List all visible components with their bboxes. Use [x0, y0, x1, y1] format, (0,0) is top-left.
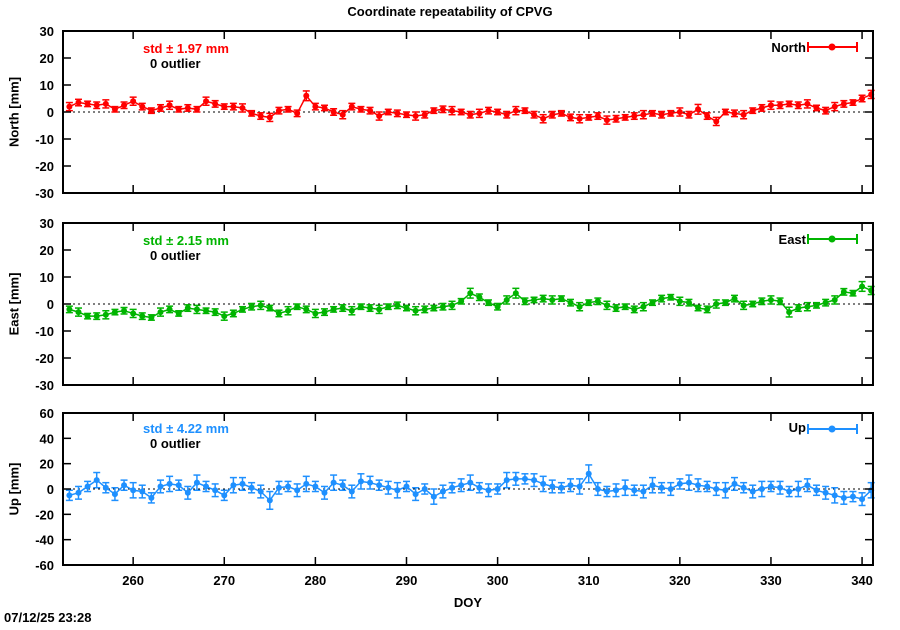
chart-title: Coordinate repeatability of CPVG [347, 4, 553, 19]
up-y-axis-label: Up [mm] [6, 462, 22, 516]
up-ticks [64, 412, 872, 566]
east-y-tick-label: -30 [35, 378, 54, 393]
x-tick-label: 260 [122, 573, 144, 588]
up-y-tick-label: -20 [35, 507, 54, 522]
east-y-axis-label: East [mm] [6, 272, 22, 336]
up-legend-label: Up [788, 420, 806, 435]
north-legend-label: North [771, 40, 806, 55]
x-axis-label: DOY [453, 595, 483, 610]
up-y-tick-label: 40 [40, 431, 54, 446]
east-y-tick-label: 10 [40, 270, 54, 285]
east-y-tick-label: 0 [47, 297, 54, 312]
up-outlier-annotation: 0 outlier [150, 436, 201, 451]
up-series [65, 464, 875, 511]
x-tick-label: 310 [578, 573, 600, 588]
east-y-tick-label: -10 [35, 324, 54, 339]
east-std-annotation: std ± 2.15 mm [143, 233, 229, 248]
up-y-tick-label: 60 [40, 406, 54, 421]
x-tick-label: 300 [487, 573, 509, 588]
north-y-tick-label: 0 [47, 105, 54, 120]
east-outlier-annotation: 0 outlier [150, 248, 201, 263]
x-tick-label: 290 [396, 573, 418, 588]
north-legend-sample [807, 42, 858, 52]
north-std-annotation: std ± 1.97 mm [143, 41, 229, 56]
east-y-tick-label: 30 [40, 216, 54, 231]
up-y-tick-label: -60 [35, 558, 54, 573]
east-ticks [64, 222, 872, 386]
east-y-tick-label: -20 [35, 351, 54, 366]
up-y-tick-label: -40 [35, 533, 54, 548]
north-y-axis-label: North [mm] [6, 76, 22, 148]
north-y-tick-label: 20 [40, 51, 54, 66]
east-series [65, 280, 875, 321]
east-legend-label: East [778, 232, 806, 247]
north-y-tick-label: -10 [35, 132, 54, 147]
north-panel-border [62, 30, 874, 194]
east-panel: -30 -20 -10 0 10 20 30 [35, 216, 875, 393]
x-tick-label: 330 [760, 573, 782, 588]
north-series [65, 89, 875, 127]
east-y-tick-label: 20 [40, 243, 54, 258]
east-legend-sample [807, 234, 858, 244]
x-tick-label: 280 [305, 573, 327, 588]
north-y-tick-label: -30 [35, 186, 54, 201]
up-panel-border [62, 412, 874, 566]
up-y-tick-label: 0 [47, 482, 54, 497]
north-y-tick-label: -20 [35, 159, 54, 174]
plot-timestamp: 07/12/25 23:28 [4, 610, 92, 625]
north-panel: -30 -20 -10 0 10 20 30 [35, 24, 875, 201]
x-tick-label: 320 [669, 573, 691, 588]
north-y-tick-label: 30 [40, 24, 54, 39]
north-y-tick-label: 10 [40, 78, 54, 93]
x-tick-label: 270 [213, 573, 235, 588]
north-outlier-annotation: 0 outlier [150, 56, 201, 71]
x-tick-label: 340 [851, 573, 873, 588]
north-ticks [64, 30, 872, 194]
up-legend-sample [807, 424, 858, 434]
up-y-tick-label: 20 [40, 457, 54, 472]
up-std-annotation: std ± 4.22 mm [143, 421, 229, 436]
east-panel-border [62, 222, 874, 386]
up-panel: -60 -40 -20 0 20 40 60 260 270 280 290 300 310 320 330… [35, 406, 875, 588]
